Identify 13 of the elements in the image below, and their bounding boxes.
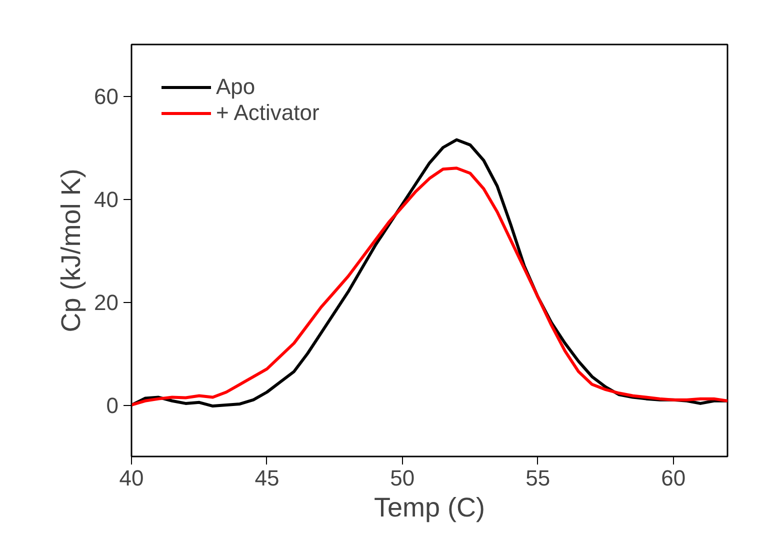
x-tick-label: 45 [254,466,280,490]
y-tick-label: 40 [94,187,119,212]
x-tick-label: 40 [119,466,144,490]
x-tick-label: 60 [661,466,686,490]
x-tick-label: 55 [526,466,550,490]
legend-label: Apo [216,74,256,100]
y-axis-title: Cp (kJ/mol K) [56,168,86,332]
y-tick-label: 20 [94,290,119,315]
y-tick-label: 60 [94,84,119,109]
x-axis-title: Temp (C) [374,492,486,522]
y-tick-label: 0 [106,393,119,418]
x-tick-label: 50 [390,466,415,490]
legend-label: + Activator [216,100,320,126]
